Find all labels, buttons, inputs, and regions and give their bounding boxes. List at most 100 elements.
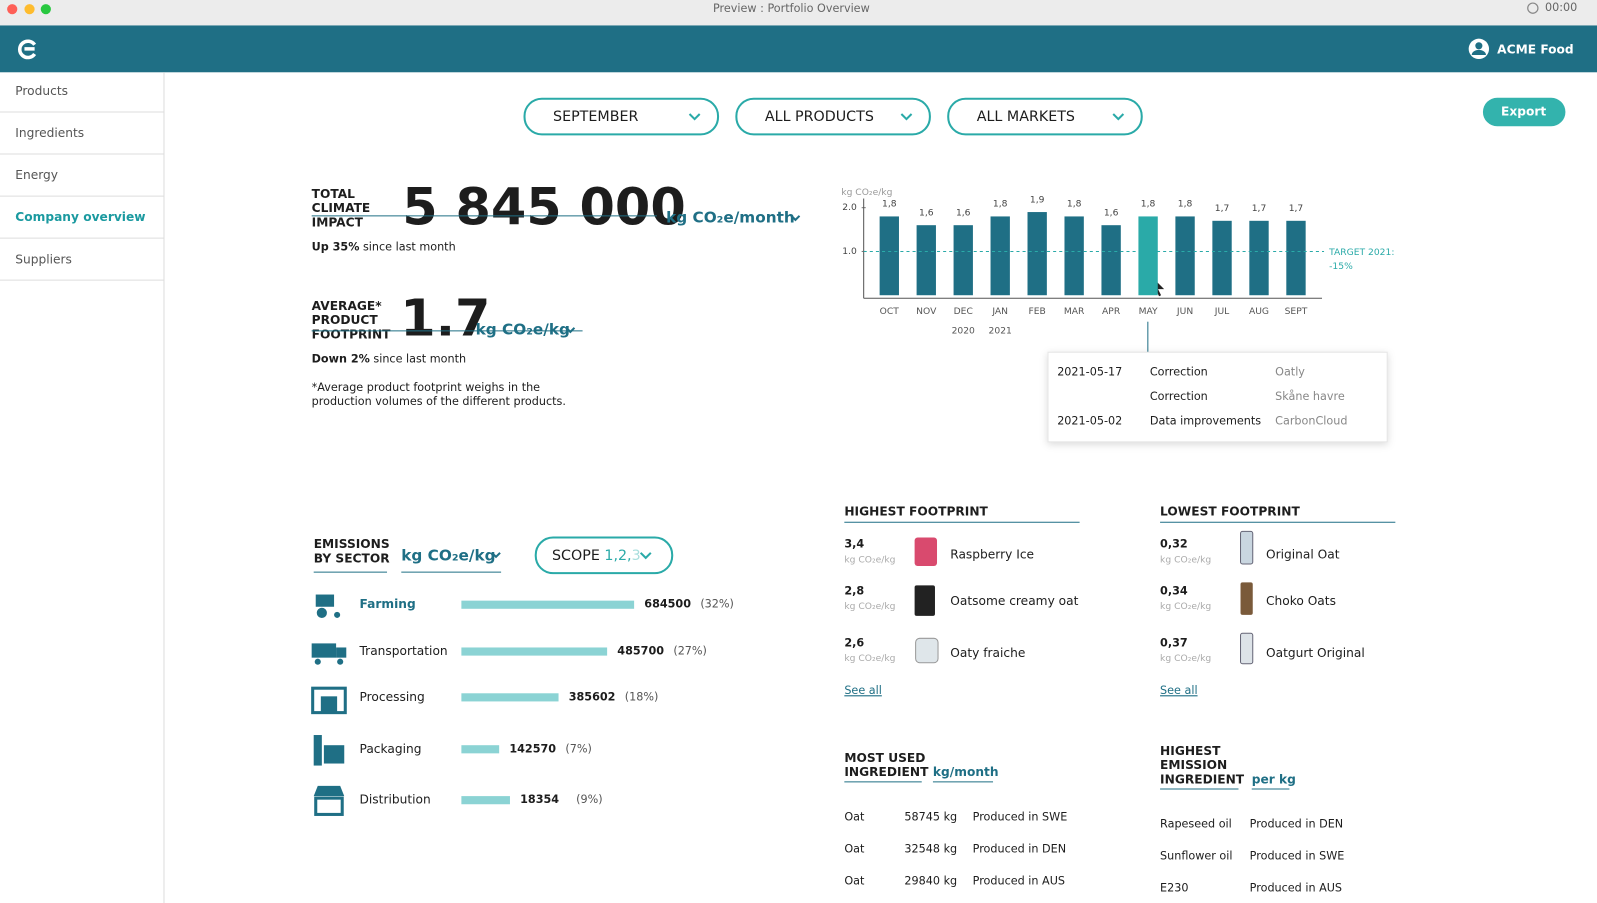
bar[interactable] bbox=[1175, 216, 1195, 296]
transport-icon-wheel bbox=[337, 658, 344, 665]
section-unit: kg/month bbox=[933, 765, 999, 779]
sector-share: (32%) bbox=[700, 598, 734, 611]
see-all-link[interactable]: See all bbox=[844, 684, 882, 697]
kpi-change-text: since last month bbox=[359, 240, 455, 253]
nav-item[interactable]: Products bbox=[15, 84, 68, 98]
close-button[interactable] bbox=[7, 4, 18, 15]
distribution-icon bbox=[314, 796, 344, 816]
scope-inactive: 3 bbox=[632, 548, 641, 564]
footprint-unit: kg CO₂e/kg bbox=[1160, 554, 1211, 565]
bar-value-label: 1,8 bbox=[1178, 199, 1193, 210]
ingredient-cell: 32548 kg bbox=[904, 843, 957, 856]
tooltip-type: Correction bbox=[1150, 366, 1208, 379]
sector-value: 18354 bbox=[520, 793, 559, 806]
logo[interactable] bbox=[17, 39, 37, 60]
filter-label: ALL PRODUCTS bbox=[765, 109, 874, 125]
app-header bbox=[0, 25, 1597, 73]
product-name: Original Oat bbox=[1266, 547, 1340, 561]
tooltip-type: Correction bbox=[1150, 390, 1208, 403]
footprint-unit: kg CO₂e/kg bbox=[844, 653, 895, 664]
target-label: TARGET 2021: bbox=[1328, 247, 1394, 258]
bar-value-label: 1,8 bbox=[882, 199, 897, 210]
scope-active: 1,2, bbox=[604, 548, 631, 564]
kpi-change-value: Up 35% bbox=[312, 240, 360, 253]
kpi-label: TOTAL bbox=[312, 187, 356, 201]
ingredient-cell: Sunflower oil bbox=[1160, 850, 1232, 863]
export-label[interactable]: Export bbox=[1501, 104, 1546, 118]
farming-icon-wheel bbox=[316, 607, 327, 618]
minimize-button[interactable] bbox=[24, 4, 35, 15]
bar[interactable] bbox=[1027, 212, 1047, 296]
y-axis-label: kg CO₂e/kg bbox=[841, 187, 892, 198]
tooltip-product: CarbonCloud bbox=[1275, 414, 1347, 427]
zoom-button[interactable] bbox=[40, 4, 51, 15]
section-title: EMISSIONS bbox=[314, 537, 390, 551]
kpi-value: 1.7 bbox=[400, 290, 490, 349]
y-tick-label: 2.0 bbox=[842, 202, 857, 213]
user-icon-body bbox=[1471, 49, 1486, 55]
bar-value-label: 1,8 bbox=[1067, 199, 1082, 210]
x-tick-label: JAN bbox=[991, 306, 1008, 317]
footprint-unit: kg CO₂e/kg bbox=[844, 554, 895, 565]
chevron bbox=[639, 552, 652, 560]
bar-value-label: 1,6 bbox=[956, 207, 971, 218]
footprint-unit: kg CO₂e/kg bbox=[1160, 601, 1211, 612]
filter-label: SEPTEMBER bbox=[553, 109, 638, 125]
filter-dropdown[interactable] bbox=[947, 97, 1143, 136]
bar[interactable] bbox=[1212, 220, 1232, 296]
bar-value-label: 1,6 bbox=[919, 207, 934, 218]
sector-share: (7%) bbox=[565, 742, 591, 755]
sector-bar bbox=[461, 600, 635, 609]
product-image bbox=[1240, 582, 1253, 615]
nav-item[interactable]: Company overview bbox=[15, 210, 145, 224]
distribution-icon-roof bbox=[313, 785, 345, 797]
footnote: *Average product footprint weighs in the bbox=[312, 381, 541, 394]
kpi-unit[interactable]: kg CO₂e/kg bbox=[476, 320, 570, 338]
section-unit[interactable]: kg CO₂e/kg bbox=[401, 546, 495, 564]
footnote: production volumes of the different prod… bbox=[312, 395, 566, 408]
nav-item[interactable]: Ingredients bbox=[15, 126, 84, 140]
bar[interactable] bbox=[990, 216, 1010, 296]
x-tick-label: MAR bbox=[1064, 306, 1085, 317]
nav-item[interactable]: Energy bbox=[15, 168, 58, 182]
tooltip-date: 2021-05-17 bbox=[1057, 366, 1122, 379]
sector-name: Processing bbox=[360, 690, 425, 704]
section-title: MOST USED bbox=[844, 751, 925, 765]
product-image bbox=[914, 585, 935, 616]
kpi-change-text: since last month bbox=[370, 352, 466, 365]
bar[interactable] bbox=[1064, 216, 1084, 296]
ingredient-cell: Oat bbox=[844, 875, 865, 888]
kpi-unit[interactable]: kg CO₂e/month bbox=[666, 208, 795, 226]
section-title: EMISSION bbox=[1160, 758, 1227, 772]
bar[interactable] bbox=[1138, 216, 1158, 296]
bar-value-label: 1,7 bbox=[1289, 203, 1304, 214]
scope-text: SCOPE bbox=[552, 548, 604, 564]
chevron bbox=[491, 552, 501, 559]
bar[interactable] bbox=[916, 225, 936, 296]
see-all-link[interactable]: See all bbox=[1160, 684, 1198, 697]
bar[interactable] bbox=[953, 225, 973, 296]
bar[interactable] bbox=[1249, 220, 1269, 296]
bar[interactable] bbox=[1101, 225, 1121, 296]
nav-item[interactable]: Suppliers bbox=[15, 252, 72, 266]
filter-dropdown[interactable] bbox=[735, 97, 931, 136]
chevron bbox=[900, 113, 913, 121]
window-title: Preview : Portfolio Overview bbox=[713, 2, 870, 15]
sector-share: (27%) bbox=[673, 645, 707, 658]
clock: 00:00 bbox=[1545, 1, 1577, 14]
year-label: 2021 bbox=[989, 325, 1012, 336]
sector-share: (18%) bbox=[625, 690, 659, 703]
filter-dropdown[interactable] bbox=[523, 97, 720, 136]
farming-icon bbox=[315, 594, 335, 607]
export-button[interactable] bbox=[1482, 97, 1566, 127]
year-label: 2020 bbox=[952, 325, 975, 336]
scope-button[interactable] bbox=[534, 536, 674, 575]
section-title: INGREDIENT bbox=[844, 765, 929, 779]
bar[interactable] bbox=[1286, 220, 1306, 296]
bar-value-label: 1,9 bbox=[1030, 194, 1045, 205]
user-name[interactable]: ACME Food bbox=[1497, 42, 1574, 56]
bar[interactable] bbox=[879, 216, 899, 296]
record-icon bbox=[1527, 2, 1539, 14]
scope-label[interactable]: SCOPE 1,2,3 bbox=[552, 548, 641, 564]
ingredient-cell: Produced in SWE bbox=[973, 810, 1068, 823]
